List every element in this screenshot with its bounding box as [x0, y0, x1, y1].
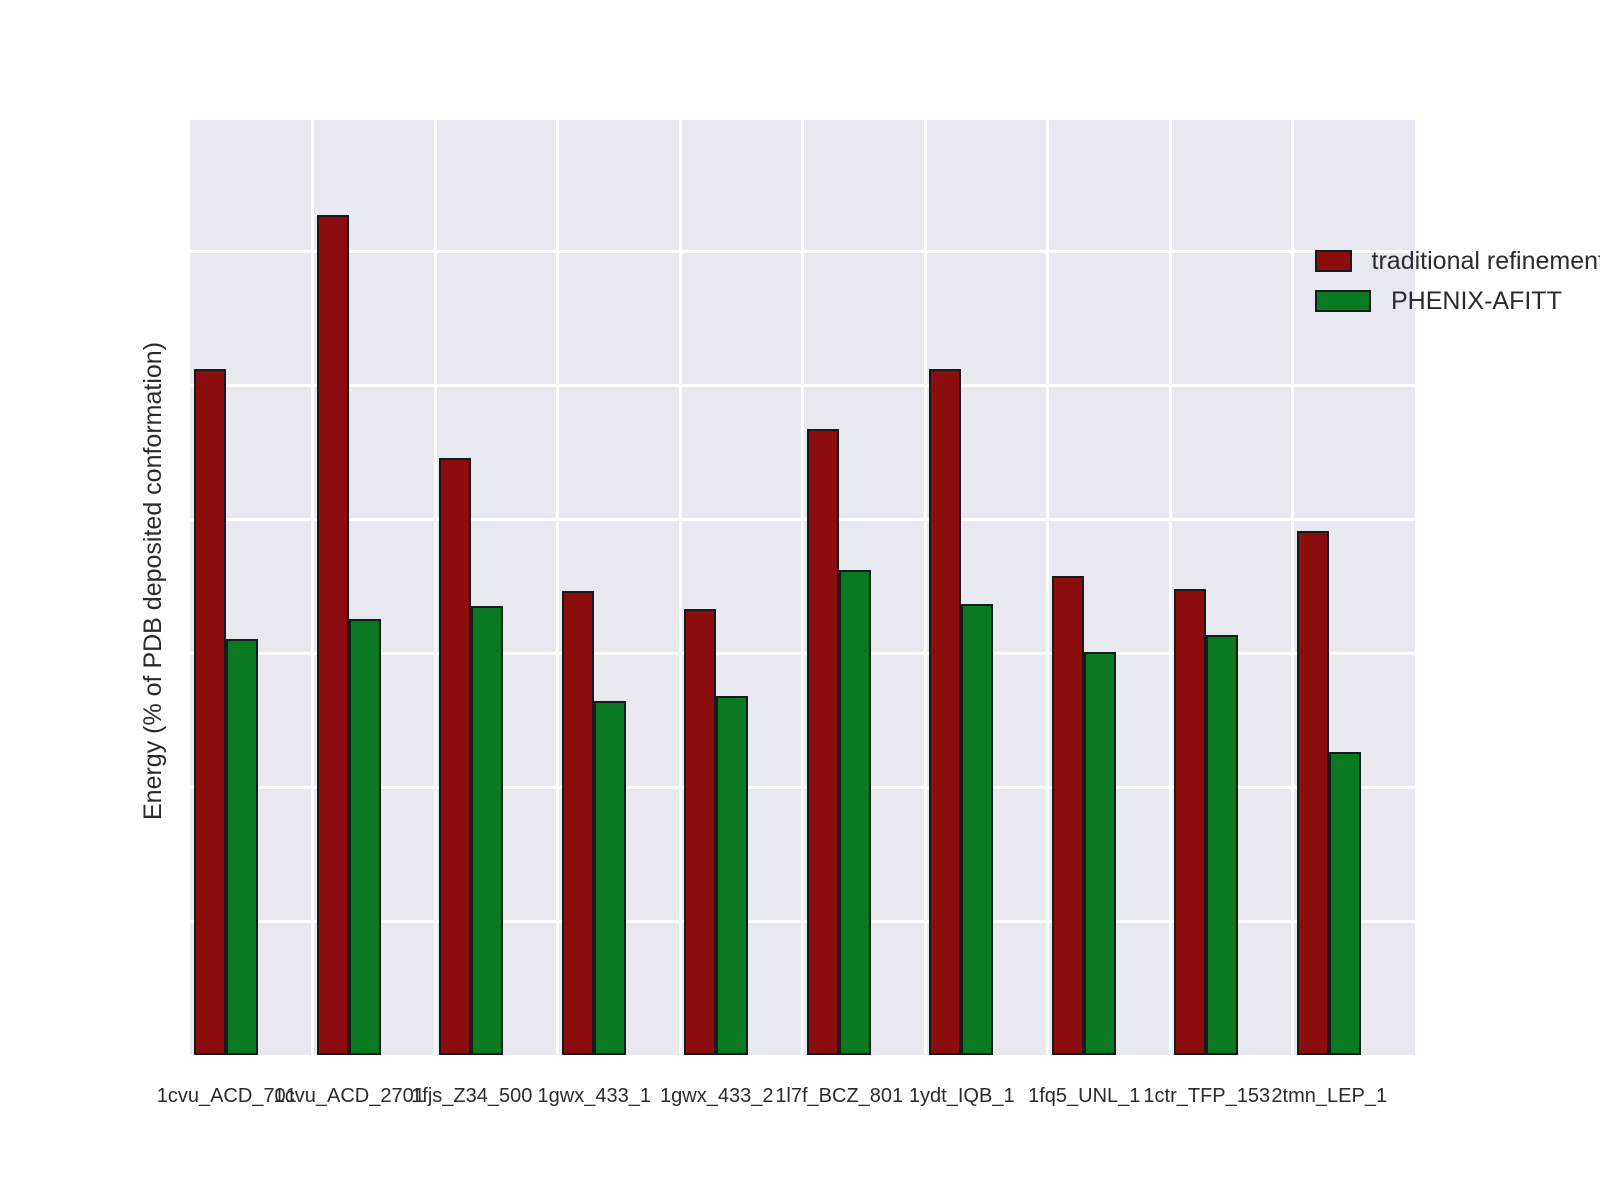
bar-1fjs_Z34_500-afitt	[471, 605, 504, 1055]
bar-1cvu_ACD_2701-afitt	[348, 618, 381, 1055]
bar-1l7f_BCZ_801-afitt	[838, 570, 871, 1055]
x-tick-label-2tmn_LEP_1: 2tmn_LEP_1	[1271, 1085, 1388, 1107]
bar-1fq5_UNL_1-afitt	[1083, 652, 1116, 1055]
gridline-x-7	[1046, 118, 1049, 1055]
x-tick-label-1ctr_TFP_153: 1ctr_TFP_153	[1143, 1085, 1271, 1107]
x-tick-label-1ydt_IQB_1: 1ydt_IQB_1	[908, 1085, 1015, 1107]
gridline-x-2	[433, 118, 437, 1055]
gridline-x-3	[556, 118, 559, 1055]
bar-1gwx_433_2-traditional	[684, 609, 717, 1055]
bar-1fq5_UNL_1-traditional	[1051, 575, 1084, 1055]
bar-1ydt_IQB_1-afitt	[961, 603, 994, 1055]
legend-swatch-icon-phenix-afitt	[1315, 290, 1371, 312]
bar-1ctr_TFP_153-traditional	[1174, 588, 1207, 1055]
bar-1cvu_ACD_701-traditional	[194, 368, 227, 1055]
x-tick-label-1gwx_433_1: 1gwx_433_1	[537, 1085, 651, 1107]
bar-1ydt_IQB_1-traditional	[929, 368, 962, 1055]
legend-item-traditional-refinement: traditional refinement	[1315, 244, 1600, 278]
x-tick-label-1gwx_433_2: 1gwx_433_2	[660, 1085, 774, 1107]
bar-1ctr_TFP_153-afitt	[1206, 634, 1239, 1055]
x-tick-label-1fjs_Z34_500: 1fjs_Z34_500	[411, 1085, 533, 1107]
gridline-x-8	[1168, 118, 1172, 1055]
legend-label-phenix-afitt: PHENIX-AFITT	[1391, 286, 1562, 315]
bar-1gwx_433_1-traditional	[561, 590, 594, 1055]
x-tick-label-1fq5_UNL_1: 1fq5_UNL_1	[1028, 1085, 1141, 1107]
gridline-x-6	[923, 118, 927, 1055]
x-tick-label-1cvu_ACD_2701: 1cvu_ACD_2701	[273, 1085, 425, 1107]
bar-1fjs_Z34_500-traditional	[439, 458, 472, 1055]
bar-1cvu_ACD_2701-traditional	[316, 215, 349, 1055]
y-axis-title: Energy (% of PDB deposited conformation)	[139, 341, 167, 820]
bar-2tmn_LEP_1-traditional	[1296, 530, 1329, 1055]
x-tick-label-1cvu_ACD_701: 1cvu_ACD_701	[156, 1085, 297, 1107]
gridline-x-5	[801, 118, 804, 1055]
legend-swatch-icon-traditional-refinement	[1315, 250, 1352, 272]
bar-1l7f_BCZ_801-traditional	[806, 428, 839, 1055]
gridline-x-4	[678, 118, 682, 1055]
gridline-x-9	[1291, 118, 1294, 1055]
bar-1gwx_433_2-afitt	[716, 696, 749, 1055]
x-tick-label-1l7f_BCZ_801: 1l7f_BCZ_801	[775, 1085, 904, 1107]
plot-area: traditional refinement PHENIX-AFITT	[190, 116, 1600, 1055]
chart-legend: traditional refinement PHENIX-AFITT	[1315, 244, 1600, 324]
bar-2tmn_LEP_1-afitt	[1328, 752, 1361, 1055]
bar-1gwx_433_1-afitt	[593, 700, 626, 1055]
legend-item-phenix-afitt: PHENIX-AFITT	[1315, 284, 1600, 318]
gridline-x-1	[311, 118, 314, 1055]
bar-1cvu_ACD_701-afitt	[226, 639, 259, 1055]
legend-label-traditional-refinement: traditional refinement	[1371, 246, 1600, 275]
